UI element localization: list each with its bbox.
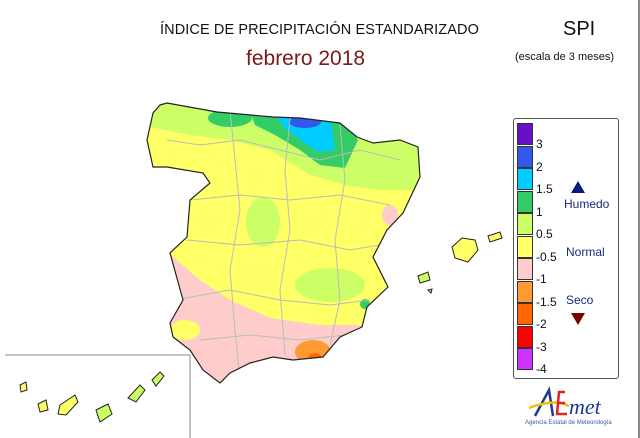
legend-label: 0.5 — [536, 227, 553, 241]
legend-label: 1 — [536, 204, 543, 219]
legend-label: -2 — [536, 317, 547, 331]
svg-text:met: met — [569, 394, 602, 419]
legend-color-cell — [517, 213, 533, 235]
legend-color-cell — [517, 280, 533, 303]
legend-color-cell — [517, 168, 533, 190]
legend-normal: Normal — [566, 245, 605, 259]
aemet-logo: met Agencia Estatal de Meteorología — [525, 384, 625, 434]
dry-triangle-icon — [571, 313, 585, 325]
legend-label: 1.5 — [536, 182, 553, 196]
humid-triangle-icon — [571, 181, 585, 193]
legend-label: 2 — [536, 159, 543, 174]
peninsula-spi-zones — [147, 103, 420, 383]
legend-dry: Seco — [566, 293, 594, 307]
legend-color-cell — [517, 123, 533, 145]
legend-humid: Humedo — [564, 197, 610, 211]
canary-inset-frame — [5, 354, 191, 438]
legend-color-cell — [517, 145, 533, 168]
legend-color-cell — [517, 303, 533, 325]
canary-islands — [19, 371, 165, 423]
legend-label: -4 — [536, 362, 547, 376]
legend-label: 3 — [536, 137, 543, 151]
spi-legend: Humedo Normal Seco 3 2 1.5 1 0.5 -0.5 -1 -1.5 -2… — [513, 118, 619, 379]
map-title: ÍNDICE DE PRECIPITACIÓN ESTANDARIZADO — [160, 22, 479, 38]
legend-label: -3 — [536, 339, 547, 354]
legend-color-cell — [517, 348, 533, 370]
index-name: SPI — [563, 18, 596, 40]
legend-color-cell — [517, 258, 533, 280]
balearic-islands — [417, 231, 503, 294]
aemet-subtitle: Agencia Estatal de Meteorología — [525, 420, 612, 426]
legend-color-cell — [517, 190, 533, 213]
legend-label: -1 — [536, 272, 547, 286]
legend-label: -1.5 — [536, 294, 557, 309]
legend-label: -0.5 — [536, 249, 557, 264]
map-period: febrero 2018 — [246, 47, 366, 70]
legend-color-cell — [517, 325, 533, 348]
index-scale: (escala de 3 meses) — [515, 51, 615, 63]
legend-color-cell — [517, 235, 533, 258]
